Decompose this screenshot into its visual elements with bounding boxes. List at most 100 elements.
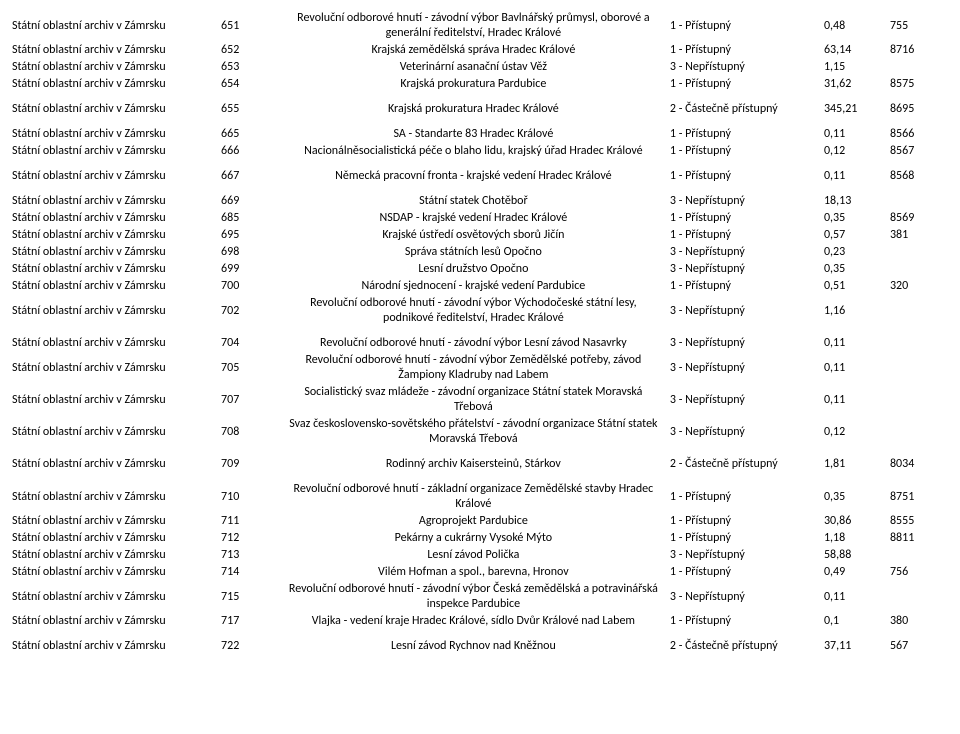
record-title-cell: Revoluční odborové hnutí - závodní výbor…: [281, 352, 666, 384]
record-number-cell: 709: [217, 456, 281, 473]
archive-cell: Státní oblastní archiv v Zámrsku: [8, 295, 217, 327]
access-cell: 3 - Nepřístupný: [666, 295, 820, 327]
record-title-cell: Nacionálněsocialistická péče o blaho lid…: [281, 143, 666, 160]
archive-cell: Státní oblastní archiv v Zámrsku: [8, 547, 217, 564]
code-cell: 567: [886, 638, 952, 655]
archive-records-table: Státní oblastní archiv v Zámrsku651Revol…: [8, 10, 952, 655]
archive-cell: Státní oblastní archiv v Zámrsku: [8, 193, 217, 210]
code-cell: 8566: [886, 126, 952, 143]
archive-cell: Státní oblastní archiv v Zámrsku: [8, 210, 217, 227]
value-cell: 0,57: [820, 227, 886, 244]
record-title-cell: Svaz československo-sovětského přátelstv…: [281, 416, 666, 448]
record-number-cell: 713: [217, 547, 281, 564]
record-number-cell: 710: [217, 481, 281, 513]
table-row: Státní oblastní archiv v Zámrsku704Revol…: [8, 335, 952, 352]
value-cell: 0,51: [820, 278, 886, 295]
archive-cell: Státní oblastní archiv v Zámrsku: [8, 59, 217, 76]
access-cell: 2 - Částečně přístupný: [666, 101, 820, 118]
record-title-cell: Lesní družstvo Opočno: [281, 261, 666, 278]
table-row: Státní oblastní archiv v Zámrsku711Agrop…: [8, 513, 952, 530]
archive-cell: Státní oblastní archiv v Zámrsku: [8, 244, 217, 261]
record-number-cell: 704: [217, 335, 281, 352]
archive-cell: Státní oblastní archiv v Zámrsku: [8, 352, 217, 384]
record-number-cell: 651: [217, 10, 281, 42]
value-cell: 0,12: [820, 416, 886, 448]
code-cell: [886, 261, 952, 278]
record-title-cell: Rodinný archiv Kaisersteinů, Stárkov: [281, 456, 666, 473]
value-cell: 0,12: [820, 143, 886, 160]
table-row: Státní oblastní archiv v Zámrsku685NSDAP…: [8, 210, 952, 227]
record-number-cell: 698: [217, 244, 281, 261]
access-cell: 1 - Přístupný: [666, 613, 820, 630]
code-cell: 755: [886, 10, 952, 42]
record-title-cell: Agroprojekt Pardubice: [281, 513, 666, 530]
access-cell: 3 - Nepřístupný: [666, 193, 820, 210]
code-cell: [886, 193, 952, 210]
access-cell: 1 - Přístupný: [666, 513, 820, 530]
record-number-cell: 707: [217, 384, 281, 416]
record-title-cell: Vlajka - vedení kraje Hradec Králové, sí…: [281, 613, 666, 630]
code-cell: 381: [886, 227, 952, 244]
record-title-cell: Lesní závod Rychnov nad Kněžnou: [281, 638, 666, 655]
record-number-cell: 708: [217, 416, 281, 448]
row-spacer: [8, 118, 952, 126]
archive-cell: Státní oblastní archiv v Zámrsku: [8, 564, 217, 581]
table-row: Státní oblastní archiv v Zámrsku710Revol…: [8, 481, 952, 513]
archive-cell: Státní oblastní archiv v Zámrsku: [8, 335, 217, 352]
archive-cell: Státní oblastní archiv v Zámrsku: [8, 581, 217, 613]
code-cell: 8695: [886, 101, 952, 118]
value-cell: 63,14: [820, 42, 886, 59]
code-cell: [886, 384, 952, 416]
access-cell: 3 - Nepřístupný: [666, 244, 820, 261]
record-number-cell: 722: [217, 638, 281, 655]
access-cell: 3 - Nepřístupný: [666, 59, 820, 76]
archive-cell: Státní oblastní archiv v Zámrsku: [8, 416, 217, 448]
access-cell: 1 - Přístupný: [666, 227, 820, 244]
record-title-cell: NSDAP - krajské vedení Hradec Králové: [281, 210, 666, 227]
table-row: Státní oblastní archiv v Zámrsku717Vlajk…: [8, 613, 952, 630]
record-number-cell: 705: [217, 352, 281, 384]
access-cell: 3 - Nepřístupný: [666, 335, 820, 352]
table-row: Státní oblastní archiv v Zámrsku700Národ…: [8, 278, 952, 295]
code-cell: [886, 352, 952, 384]
code-cell: 8555: [886, 513, 952, 530]
access-cell: 3 - Nepřístupný: [666, 352, 820, 384]
archive-cell: Státní oblastní archiv v Zámrsku: [8, 384, 217, 416]
value-cell: 0,11: [820, 384, 886, 416]
record-title-cell: Státní statek Chotěboř: [281, 193, 666, 210]
code-cell: 8034: [886, 456, 952, 473]
row-spacer: [8, 160, 952, 168]
value-cell: 0,48: [820, 10, 886, 42]
archive-cell: Státní oblastní archiv v Zámrsku: [8, 10, 217, 42]
access-cell: 1 - Přístupný: [666, 278, 820, 295]
record-title-cell: Správa státních lesů Opočno: [281, 244, 666, 261]
row-spacer: [8, 93, 952, 101]
archive-cell: Státní oblastní archiv v Zámrsku: [8, 481, 217, 513]
archive-cell: Státní oblastní archiv v Zámrsku: [8, 227, 217, 244]
table-row: Státní oblastní archiv v Zámrsku715Revol…: [8, 581, 952, 613]
access-cell: 2 - Částečně přístupný: [666, 456, 820, 473]
record-number-cell: 654: [217, 76, 281, 93]
access-cell: 3 - Nepřístupný: [666, 384, 820, 416]
value-cell: 18,13: [820, 193, 886, 210]
code-cell: [886, 581, 952, 613]
table-row: Státní oblastní archiv v Zámrsku667Němec…: [8, 168, 952, 185]
table-row: Státní oblastní archiv v Zámrsku713Lesní…: [8, 547, 952, 564]
record-number-cell: 652: [217, 42, 281, 59]
table-row: Státní oblastní archiv v Zámrsku666Nacio…: [8, 143, 952, 160]
table-row: Státní oblastní archiv v Zámrsku652Krajs…: [8, 42, 952, 59]
record-title-cell: Socialistický svaz mládeže - závodní org…: [281, 384, 666, 416]
record-title-cell: Krajské ústředí osvětových sborů Jičín: [281, 227, 666, 244]
value-cell: 31,62: [820, 76, 886, 93]
record-number-cell: 702: [217, 295, 281, 327]
value-cell: 345,21: [820, 101, 886, 118]
code-cell: 8811: [886, 530, 952, 547]
record-title-cell: Pekárny a cukrárny Vysoké Mýto: [281, 530, 666, 547]
record-title-cell: Národní sjednocení - krajské vedení Pard…: [281, 278, 666, 295]
code-cell: 8569: [886, 210, 952, 227]
record-title-cell: Lesní závod Polička: [281, 547, 666, 564]
row-spacer: [8, 473, 952, 481]
record-title-cell: Revoluční odborové hnutí - závodní výbor…: [281, 10, 666, 42]
value-cell: 0,23: [820, 244, 886, 261]
value-cell: 0,35: [820, 210, 886, 227]
